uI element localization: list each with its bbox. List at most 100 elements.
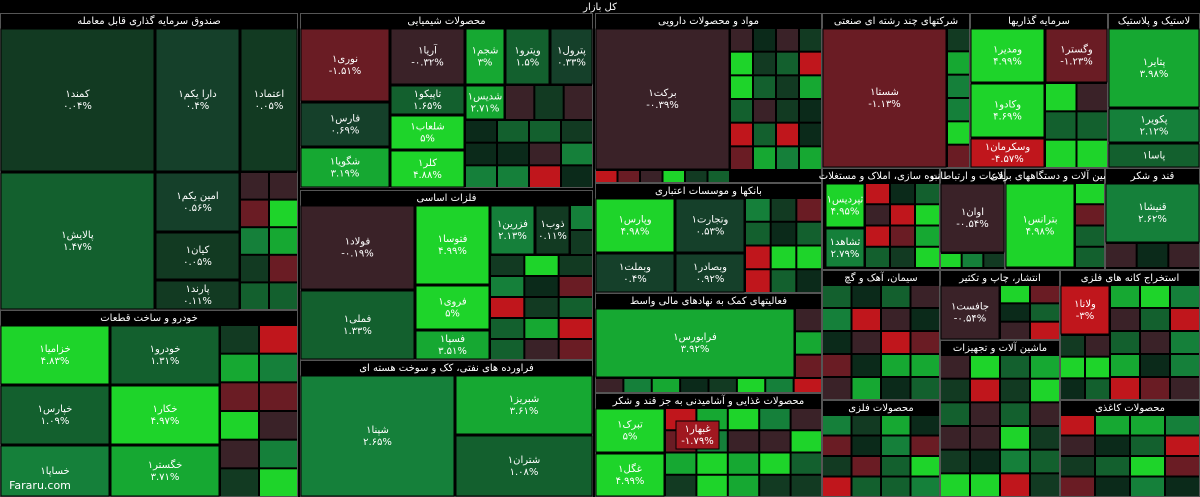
small-tile: [1166, 436, 1199, 455]
small-tile: [941, 403, 969, 425]
small-tile: [941, 450, 969, 473]
small-tile: [797, 199, 821, 221]
tile-change: ۴.۸۳%: [41, 356, 70, 367]
small-tile: [559, 256, 592, 275]
tile-name: ثشاهد۱: [830, 237, 861, 248]
small-tile: [1086, 357, 1109, 378]
small-tile: [984, 254, 1004, 267]
tile-change: ۰.۴%: [186, 101, 209, 112]
small-tile: [1031, 474, 1059, 496]
small-tile: [596, 379, 623, 392]
small-tile: [911, 309, 939, 330]
small-tile: [525, 298, 558, 317]
small-tile: [559, 340, 592, 359]
small-tile: [852, 286, 880, 307]
tile: [155, 280, 240, 310]
sector-name: خودرو و ساخت قطعات: [100, 313, 198, 324]
small-tile: [260, 412, 297, 439]
sector-name: محصولات غذایی و آشامیدنی به جز قند و شکر: [612, 394, 804, 407]
small-tile: [221, 469, 258, 496]
tile-change: ۳%: [478, 58, 493, 69]
small-tile: [1061, 416, 1094, 435]
small-tile: [941, 474, 969, 496]
small-tile: [1001, 450, 1029, 473]
small-tile: [260, 383, 297, 410]
tile-change: ۰.۱۱%: [183, 296, 212, 307]
tile-change: ۲.۶۵%: [363, 437, 392, 448]
small-tile: [911, 436, 939, 455]
tile-name: فملی۱: [344, 314, 372, 325]
tile: [0, 172, 155, 310]
small-tile: [1076, 226, 1104, 246]
small-tile: [666, 453, 696, 474]
tile-change: ۴.۶۹%: [993, 112, 1022, 123]
small-tile: [1031, 427, 1059, 449]
small-tile: [852, 332, 880, 353]
tile: [390, 115, 465, 150]
small-tile: [800, 123, 821, 146]
tile: [155, 28, 240, 172]
small-tile: [1001, 427, 1029, 449]
small-tile: [948, 75, 969, 97]
tile-name: ولانا۱: [1074, 299, 1096, 310]
tile-change: -۳%: [1076, 311, 1094, 322]
small-tile: [823, 355, 851, 376]
small-tile: [652, 379, 680, 392]
tile: [490, 205, 535, 255]
small-tile: [728, 475, 759, 496]
small-tile: [1061, 477, 1094, 496]
tile-change: ۳.۱۹%: [331, 169, 360, 180]
small-tile: [911, 457, 939, 476]
small-tile: [1096, 457, 1129, 476]
tile: [155, 172, 240, 232]
small-tile: [1169, 244, 1199, 267]
tile: [1005, 183, 1075, 268]
tile-change: -۴.۵۷%: [991, 154, 1023, 165]
small-tile: [754, 52, 775, 75]
small-tile: [823, 416, 851, 435]
small-tile: [823, 457, 851, 476]
small-tile: [1001, 304, 1029, 321]
small-tile: [270, 173, 297, 199]
sector-name: سیمان، آهک و گچ: [844, 271, 917, 284]
tile: [1108, 143, 1200, 168]
small-tile: [796, 309, 821, 331]
small-tile: [1111, 332, 1139, 353]
small-tile: [1086, 379, 1109, 399]
tile: [300, 375, 455, 497]
small-tile: [1031, 403, 1059, 425]
small-tile: [686, 171, 707, 182]
tile-name: ثپردیس۱: [827, 195, 864, 206]
small-tile: [746, 270, 770, 292]
tile: [300, 290, 415, 360]
small-tile: [260, 440, 297, 468]
sector-name: ماشین آلات و دستگاههای برقی: [990, 169, 1119, 182]
small-tile: [971, 427, 999, 449]
small-tile: [491, 319, 524, 338]
sector-name: استخراج کانه های فلزی: [1081, 273, 1179, 284]
small-tile: [852, 309, 880, 330]
small-tile: [1086, 336, 1109, 356]
tile-name: پالایش۱: [61, 230, 94, 241]
tile-change: -۱.۵۱%: [329, 66, 361, 77]
tile-name: تاپیکو۱: [414, 89, 442, 100]
small-tile: [948, 122, 969, 144]
tile-change: ۳.۵۱%: [438, 346, 467, 357]
small-tile: [1096, 477, 1129, 496]
small-tile: [1046, 84, 1076, 111]
small-tile: [891, 226, 914, 246]
small-tile: [1031, 286, 1059, 303]
small-tile: [791, 409, 821, 430]
small-tile: [771, 246, 796, 269]
tile-name: شلعاب۱: [410, 122, 444, 133]
small-tile: [1061, 436, 1094, 455]
tile: [455, 375, 593, 435]
tile-change: ۳.۹۲%: [681, 344, 710, 355]
small-tile: [663, 171, 684, 182]
tile: [415, 285, 490, 330]
small-tile: [777, 76, 798, 98]
small-tile: [1111, 378, 1139, 399]
small-tile: [916, 247, 939, 267]
tile-name: خگستر۱: [148, 459, 183, 471]
small-tile: [916, 205, 939, 225]
